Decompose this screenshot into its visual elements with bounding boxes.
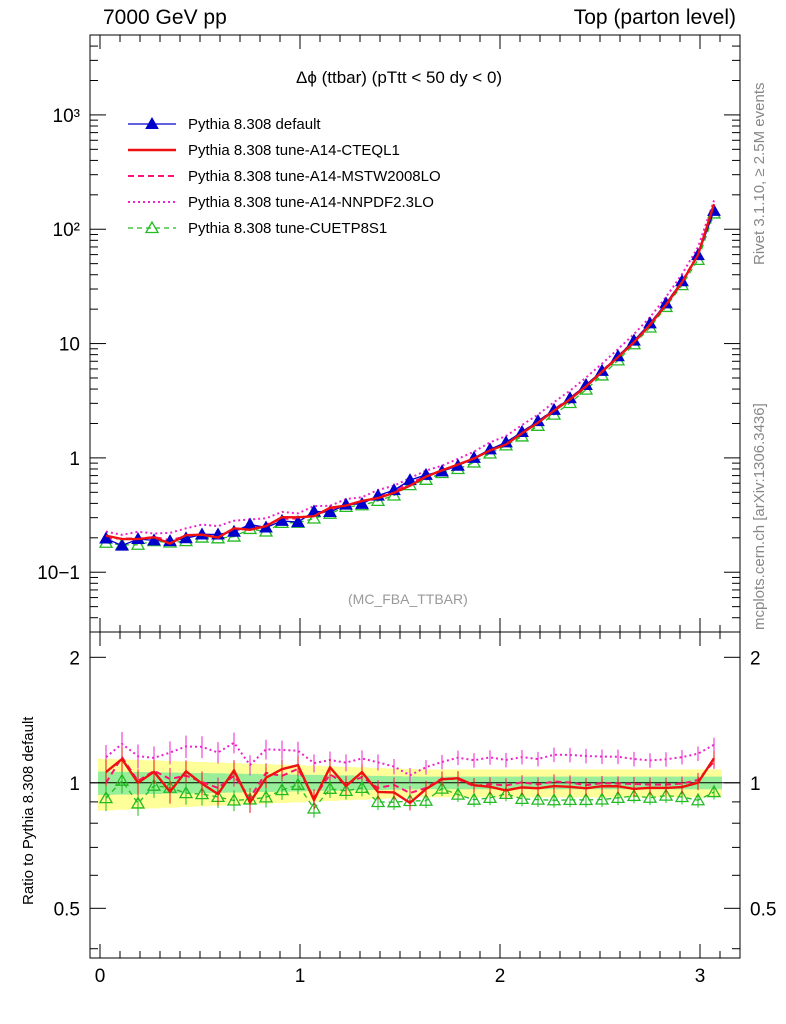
ratio-point-cuetp8s1 xyxy=(114,773,130,786)
y-tick-label: 10³ xyxy=(53,106,80,127)
legend-entry-cuetp8s1: Pythia 8.308 tune-CUETP8S1 xyxy=(188,220,387,237)
ratio-point-cuetp8s1 xyxy=(354,780,370,794)
ratio-point-cuetp8s1 xyxy=(674,789,690,803)
ratio-line-mstw xyxy=(105,755,715,800)
ratio-point-cuetp8s1 xyxy=(226,793,242,806)
series-line-default xyxy=(105,210,715,547)
x-tick-label: 2 xyxy=(495,966,506,987)
ratio-point-cuetp8s1 xyxy=(258,790,274,803)
axis-tick-labels: 0 1 2 3 10−1 1 10 10² 10³ 0.5 0.5 1 1 2 2 xyxy=(37,106,776,987)
process-label: Top (parton level) xyxy=(573,6,736,29)
y-tick-label: 10−1 xyxy=(37,563,80,584)
ratio-tick-label-left: 1 xyxy=(69,774,80,795)
main-series xyxy=(98,200,722,551)
ratio-point-cuetp8s1 xyxy=(610,790,626,804)
ratio-point-cuetp8s1 xyxy=(706,784,722,798)
x-tick-label: 0 xyxy=(95,966,106,987)
ratio-point-cuetp8s1 xyxy=(274,782,290,796)
ratio-tick-label-right: 2 xyxy=(750,648,761,669)
ratio-point-cuetp8s1 xyxy=(658,788,674,801)
ratio-series xyxy=(98,731,722,818)
ratio-point-cuetp8s1 xyxy=(98,790,114,804)
ratio-axis-label: Ratio to Pythia 8.308 default xyxy=(20,716,37,905)
mcplots-label: mcplots.cern.ch [arXiv:1306.3436] xyxy=(751,403,768,630)
ratio-point-cuetp8s1 xyxy=(178,785,194,799)
rivet-version-label: Rivet 3.1.10, ≥ 2.5M events xyxy=(751,82,768,266)
ratio-point-cuetp8s1 xyxy=(450,787,466,800)
data-point-default xyxy=(419,467,433,480)
ratio-tick-label-right: 0.5 xyxy=(750,899,776,920)
data-point-default xyxy=(99,531,113,544)
legend-marker-default xyxy=(145,116,159,129)
ratio-point-cuetp8s1 xyxy=(338,783,354,797)
ratio-point-cuetp8s1 xyxy=(466,792,482,805)
ratio-tick-label-right: 1 xyxy=(750,774,761,795)
ratio-tick-label-left: 2 xyxy=(69,648,80,669)
y-tick-label: 1 xyxy=(69,449,80,470)
ratio-point-cuetp8s1 xyxy=(370,794,386,808)
ratio-point-cuetp8s1 xyxy=(418,793,434,806)
ratio-tick-label-left: 0.5 xyxy=(54,899,80,920)
legend-entry-nnpdf: Pythia 8.308 tune-A14-NNPDF2.3LO xyxy=(188,194,434,211)
ratio-point-cuetp8s1 xyxy=(290,777,306,790)
ratio-point-cuetp8s1 xyxy=(642,790,658,803)
ratio-point-cuetp8s1 xyxy=(194,786,210,800)
ratio-plot-frame xyxy=(89,631,741,959)
ratio-point-cuetp8s1 xyxy=(482,790,498,804)
legend-entry-cteql1: Pythia 8.308 tune-A14-CTEQL1 xyxy=(188,142,400,159)
ratio-point-cuetp8s1 xyxy=(578,792,594,806)
legend-entry-default: Pythia 8.308 default xyxy=(188,116,321,133)
legend-entry-mstw: Pythia 8.308 tune-A14-MSTW2008LO xyxy=(188,168,441,185)
y-tick-label: 10 xyxy=(59,335,80,356)
plot-title: Δϕ (ttbar) (pTtt < 50 dy < 0) xyxy=(296,68,503,87)
ratio-point-cuetp8s1 xyxy=(594,792,610,805)
axis-ticks xyxy=(90,34,740,958)
x-tick-label: 1 xyxy=(295,966,306,987)
ratio-point-cuetp8s1 xyxy=(530,792,546,805)
analysis-label: (MC_FBA_TTBAR) xyxy=(348,591,468,607)
ratio-point-cuetp8s1 xyxy=(306,801,322,814)
y-tick-label: 10² xyxy=(53,220,80,241)
ratio-point-cuetp8s1 xyxy=(626,788,642,802)
legend: Pythia 8.308 default Pythia 8.308 tune-A1… xyxy=(128,116,441,237)
series-line-cteql1 xyxy=(105,203,716,545)
ratio-point-cuetp8s1 xyxy=(386,794,402,808)
data-point-default xyxy=(355,496,369,509)
x-tick-label: 3 xyxy=(695,966,706,987)
energy-label: 7000 GeV pp xyxy=(103,6,227,29)
ratio-point-cuetp8s1 xyxy=(690,792,706,806)
ratio-point-cuetp8s1 xyxy=(498,786,514,800)
series-line-cuetp8s1 xyxy=(105,213,715,546)
legend-marker-cuetp8s1 xyxy=(144,220,160,234)
ratio-point-cuetp8s1 xyxy=(546,792,562,806)
data-point-cuetp8s1 xyxy=(306,511,322,524)
data-point-default xyxy=(291,515,305,528)
ratio-point-cuetp8s1 xyxy=(434,781,450,794)
ratio-point-cuetp8s1 xyxy=(130,796,146,809)
ratio-point-cuetp8s1 xyxy=(322,781,338,794)
data-point-default xyxy=(323,505,337,518)
data-point-default xyxy=(115,538,129,551)
ratio-point-cuetp8s1 xyxy=(514,791,530,805)
ratio-point-cuetp8s1 xyxy=(146,778,162,791)
ratio-point-cuetp8s1 xyxy=(562,792,578,806)
